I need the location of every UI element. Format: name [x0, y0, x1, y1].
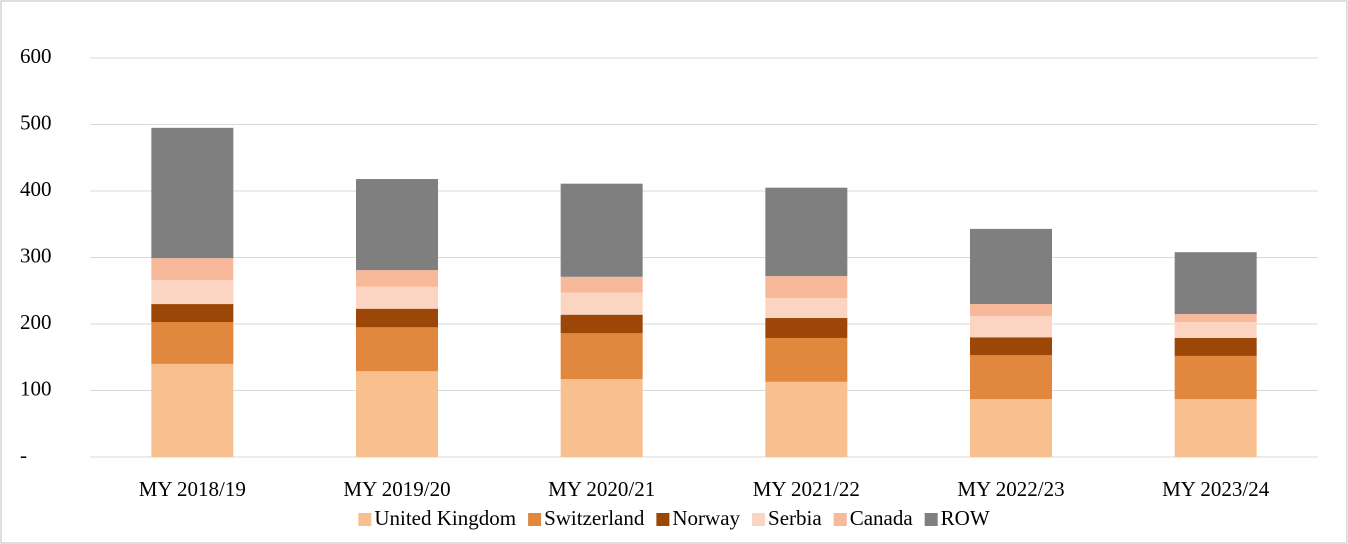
legend-label: Canada [850, 506, 914, 530]
y-tick-label: 300 [20, 243, 52, 267]
bar-segment [560, 314, 643, 334]
legend-swatch [833, 513, 847, 526]
x-tick-label: MY 2020/21 [548, 477, 655, 501]
bar-segment [151, 127, 234, 259]
bar-segment [765, 381, 848, 457]
bar-segment [970, 316, 1052, 338]
y-tick-label: 600 [20, 44, 52, 68]
x-tick-label: MY 2021/22 [753, 477, 860, 501]
bar-segment [356, 327, 438, 372]
bar-segment [356, 286, 438, 309]
y-tick-label: 200 [20, 310, 52, 334]
bar-segment [765, 298, 848, 319]
bar-segment [560, 183, 643, 277]
bar-segment [560, 276, 643, 293]
bar-segment [765, 187, 848, 277]
y-tick-label: - [20, 443, 27, 467]
legend-swatch [656, 513, 670, 526]
bar-segment [1174, 355, 1257, 400]
legend-label: Serbia [768, 506, 822, 530]
bar-segment [356, 308, 438, 328]
x-tick-label: MY 2023/24 [1162, 477, 1270, 501]
legend-label: Switzerland [544, 506, 645, 530]
bar-segment [560, 379, 643, 457]
y-tick-label: 400 [20, 177, 52, 201]
bar-segment [970, 337, 1052, 356]
legend-label: ROW [941, 506, 990, 530]
x-tick-label: MY 2018/19 [139, 477, 246, 501]
legend-swatch [528, 513, 542, 526]
bar-segment [765, 276, 848, 299]
bar-segment [151, 322, 234, 364]
legend-label: Norway [672, 506, 740, 530]
bar-segment [970, 355, 1052, 400]
bar-segment [1174, 322, 1257, 338]
legend-swatch [924, 513, 938, 526]
bar-segment [151, 280, 234, 305]
bar-segment [356, 179, 438, 271]
legend-swatch [752, 513, 766, 526]
y-tick-label: 100 [20, 376, 52, 400]
bar-segment [970, 228, 1052, 305]
bar-segment [356, 270, 438, 287]
bar-segment [765, 337, 848, 382]
bar-segment [765, 318, 848, 338]
bar-segment [970, 304, 1052, 317]
bar-segment [970, 399, 1052, 457]
bar-segment [151, 304, 234, 323]
bar-segment [151, 363, 234, 457]
bar-segment [560, 292, 643, 315]
bar-segment [1174, 314, 1257, 323]
x-tick-label: MY 2019/20 [343, 477, 450, 501]
legend-swatch [358, 513, 372, 526]
bar-segment [1174, 252, 1257, 315]
x-tick-label: MY 2022/23 [957, 477, 1064, 501]
y-tick-label: 500 [20, 110, 52, 134]
bar-segment [560, 333, 643, 380]
legend-label: United Kingdom [374, 506, 516, 530]
bar-segment [356, 371, 438, 457]
bar-segment [1174, 337, 1257, 356]
bar-segment [1174, 399, 1257, 457]
bar-segment [151, 258, 234, 281]
